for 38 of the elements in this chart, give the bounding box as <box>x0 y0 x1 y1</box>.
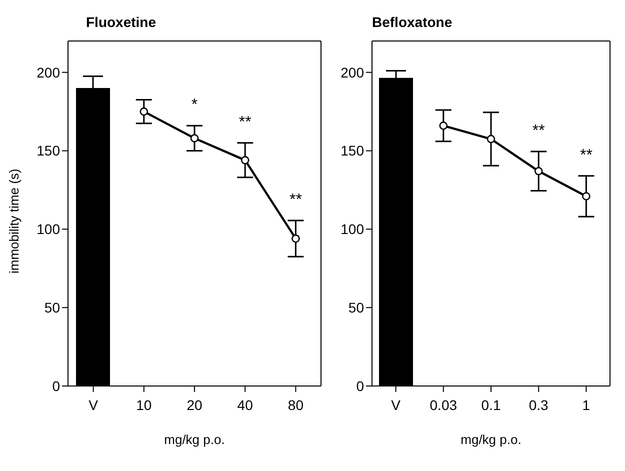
point <box>439 122 448 130</box>
x-tick-label: 0.1 <box>481 396 501 413</box>
y-tick-label: 100 <box>36 221 60 238</box>
y-tick-label: 200 <box>36 64 60 80</box>
x-tick-label: 0.3 <box>528 396 549 413</box>
y-tick-label: 50 <box>44 300 60 316</box>
x-tick-label: V <box>391 396 402 413</box>
y-tick-label: 150 <box>340 142 364 159</box>
annotation: ** <box>580 146 592 164</box>
x-tick-label: 1 <box>582 396 590 413</box>
y-axis-title: immobility time (s) <box>6 168 22 274</box>
x-tick-label: 0.03 <box>430 396 458 413</box>
x-tick-label: V <box>88 396 99 413</box>
chart-title: Befloxatone <box>371 14 454 32</box>
point <box>292 234 300 243</box>
y-tick-label: 50 <box>348 300 364 316</box>
point <box>190 134 199 142</box>
annotation: ** <box>289 192 302 209</box>
y-tick-label: 100 <box>340 221 364 238</box>
annotation: * <box>191 96 198 114</box>
chart-title: Fluoxetine <box>85 14 158 32</box>
point <box>486 134 496 144</box>
annotation: ** <box>238 114 252 131</box>
point <box>140 107 148 116</box>
x-tick-label: 40 <box>237 396 254 413</box>
point <box>534 167 543 176</box>
y-tick-label: 0 <box>52 378 60 394</box>
point <box>582 192 590 200</box>
x-tick-label: 20 <box>186 396 202 413</box>
x-tick-label: 80 <box>288 396 304 413</box>
y-tick-label: 200 <box>340 64 364 80</box>
annotation: ** <box>532 122 545 140</box>
y-tick-label: 0 <box>356 378 364 394</box>
point <box>240 156 250 164</box>
x-tick-label: 10 <box>136 396 152 413</box>
x-axis-title: mg/kg p.o. <box>164 432 225 447</box>
x-axis-title: mg/kg p.o. <box>460 432 522 447</box>
y-tick-label: 150 <box>36 142 60 159</box>
